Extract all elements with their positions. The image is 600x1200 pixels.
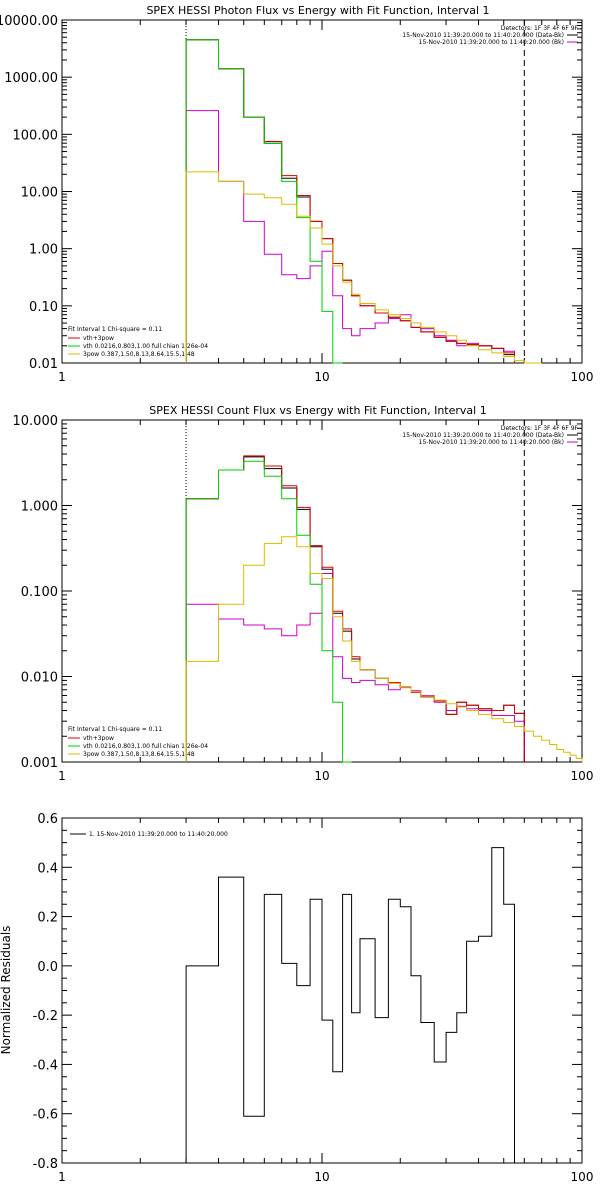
series-vth [185, 39, 343, 364]
y-tick-label: 1.00 [29, 243, 58, 258]
series-data [185, 456, 525, 762]
y-tick-label: 10000.00 [0, 14, 58, 29]
y-tick-label: 1.000 [21, 500, 58, 515]
y-tick-label: 10.000 [13, 414, 59, 429]
y-tick-label: 0.2 [37, 911, 58, 926]
series-data [185, 39, 515, 363]
series-3pow [185, 536, 583, 762]
fit-label-vth: vth 0.0216,0.803,1.00 full chian 1.26e-0… [83, 343, 208, 350]
series-3pow [185, 171, 542, 364]
fit-label-vth: vth 0.0216,0.803,1.00 full chian 1.26e-0… [83, 743, 208, 750]
legend-label-residual: 1. 15-Nov-2010 11:39:20.000 to 11:40:20.… [89, 831, 228, 838]
series-total [185, 455, 525, 762]
series-total [185, 39, 515, 363]
fit-label-total: vth+3pow [83, 335, 114, 342]
residuals-panel: 1. 15-Nov-2010 11:39:20.000 to 11:40:20.… [0, 812, 593, 1184]
y-tick-label: 1000.00 [4, 71, 58, 86]
y-tick-label: 0.4 [37, 861, 58, 876]
photon-flux-panel: SPEX HESSI Photon Flux vs Energy with Fi… [0, 4, 593, 384]
y-tick-label: -0.4 [33, 1058, 58, 1073]
x-tick-label: 1 [58, 1170, 66, 1184]
fit-label-3pow: 3pow 0.387,1.50,8.13,8.64,15.5,1.48 [83, 351, 195, 358]
fit-label-title: Fit Interval 1 Chi-square = 0.11 [68, 726, 162, 733]
series-bk [185, 110, 515, 363]
detector-label: Detectors: 1F 3F 4F 6F 9F [501, 425, 579, 432]
date-label-data: 15-Nov-2010 11:39:20.000 to 11:40:20.000… [402, 432, 564, 439]
date-label-bk: 15-Nov-2010 11:39:20.000 to 11:40:20.000… [419, 39, 564, 46]
x-tick-label: 10 [314, 769, 329, 783]
series-bk [185, 573, 525, 762]
y-tick-label: 0.100 [21, 585, 58, 600]
x-tick-label: 100 [571, 1170, 594, 1184]
y-tick-label: 0.01 [29, 357, 58, 372]
fit-label-total: vth+3pow [83, 735, 114, 742]
y-tick-label: 100.00 [13, 128, 59, 143]
y-tick-label: 10.00 [21, 186, 58, 201]
y-tick-label: 0.010 [21, 671, 58, 686]
y-axis-label: Normalized Residuals [0, 926, 13, 1055]
x-tick-label: 10 [314, 1170, 329, 1184]
y-tick-label: -0.8 [33, 1157, 58, 1172]
y-tick-label: 0.001 [21, 756, 58, 771]
x-tick-label: 10 [314, 370, 329, 384]
panel-title: SPEX HESSI Count Flux vs Energy with Fit… [149, 404, 486, 417]
y-tick-label: 0.0 [37, 960, 58, 975]
x-tick-label: 1 [58, 769, 66, 783]
y-tick-label: -0.6 [33, 1108, 58, 1123]
y-tick-label: -0.2 [33, 1009, 58, 1024]
date-label-bk: 15-Nov-2010 11:39:20.000 to 11:40:20.000… [419, 439, 564, 446]
count-flux-panel: SPEX HESSI Count Flux vs Energy with Fit… [13, 404, 594, 783]
fit-label-3pow: 3pow 0.387,1.50,8.13,8.64,15.5,1.48 [83, 751, 195, 758]
series-residual [185, 847, 515, 1163]
detector-label: Detectors: 1F 3F 4F 6F 9F [501, 25, 579, 32]
x-tick-label: 100 [571, 769, 594, 783]
fit-label-title: Fit Interval 1 Chi-square = 0.11 [68, 326, 162, 333]
x-tick-label: 1 [58, 370, 66, 384]
x-tick-label: 100 [571, 370, 594, 384]
date-label-data: 15-Nov-2010 11:39:20.000 to 11:40:20.000… [402, 32, 564, 39]
y-tick-label: 0.10 [29, 300, 58, 315]
panel-title: SPEX HESSI Photon Flux vs Energy with Fi… [146, 4, 489, 17]
series-vth [185, 460, 352, 763]
y-tick-label: 0.6 [37, 812, 58, 827]
